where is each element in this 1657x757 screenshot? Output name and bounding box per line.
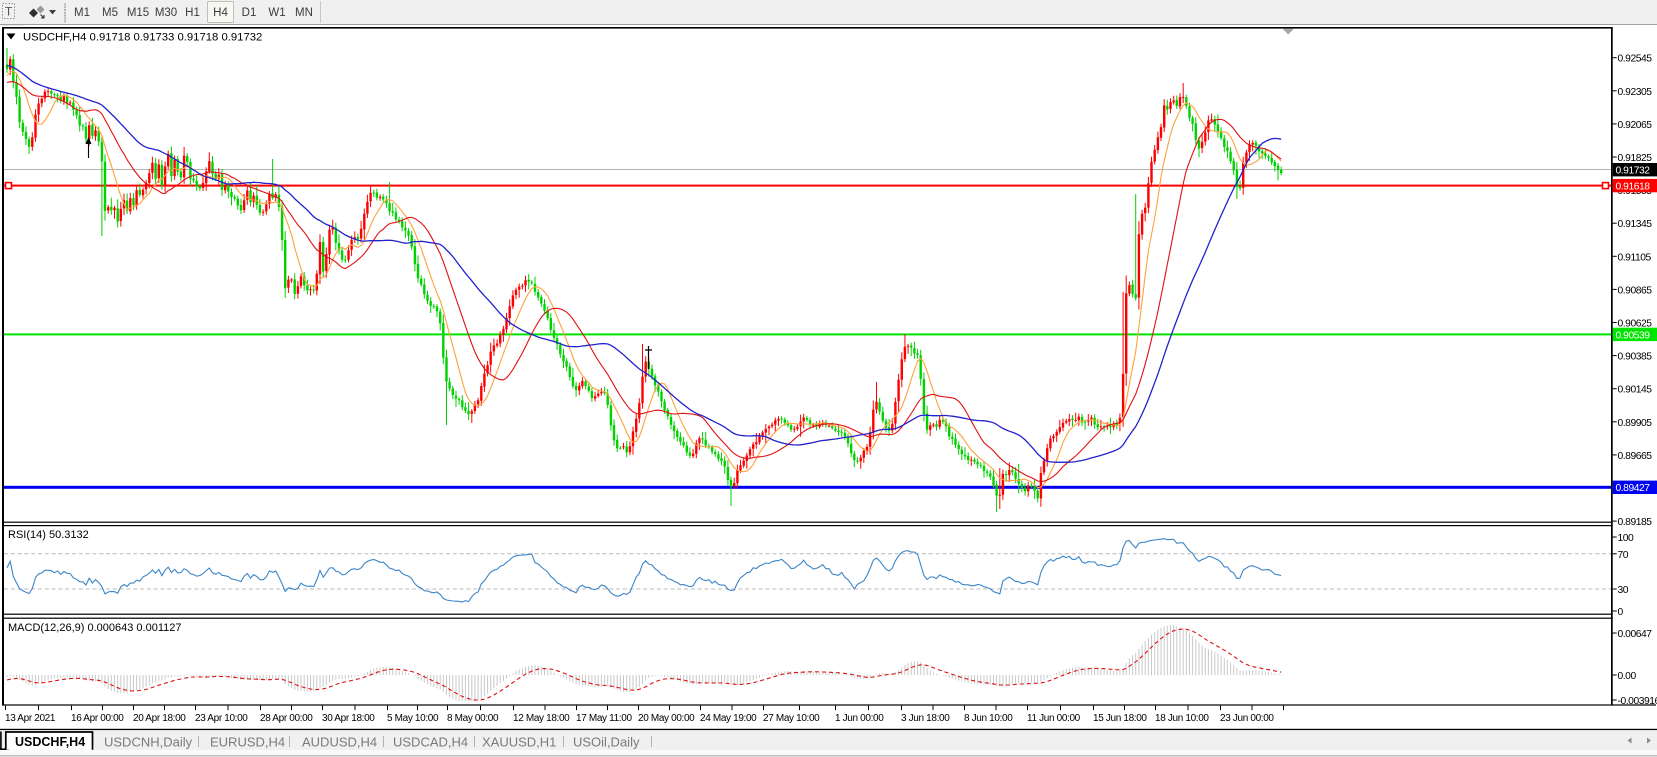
- svg-text:1 Jun 00:00: 1 Jun 00:00: [835, 713, 884, 724]
- svg-text:USOil,Daily: USOil,Daily: [573, 735, 640, 750]
- svg-text:30: 30: [1618, 585, 1629, 596]
- svg-text:0.89905: 0.89905: [1618, 418, 1653, 429]
- svg-text:M15: M15: [127, 7, 149, 19]
- svg-text:0: 0: [1618, 607, 1624, 618]
- svg-text:13 Apr 2021: 13 Apr 2021: [5, 713, 56, 724]
- svg-text:H1: H1: [185, 7, 200, 19]
- svg-text:M5: M5: [102, 7, 118, 19]
- svg-text:XAUUSD,H1: XAUUSD,H1: [482, 735, 556, 750]
- svg-text:0.91618: 0.91618: [1616, 182, 1651, 193]
- svg-text:70: 70: [1618, 550, 1629, 561]
- svg-text:0.92305: 0.92305: [1618, 87, 1653, 98]
- svg-text:0.90865: 0.90865: [1618, 285, 1653, 296]
- svg-text:16 Apr 00:00: 16 Apr 00:00: [71, 713, 124, 724]
- svg-text:0.92065: 0.92065: [1618, 120, 1653, 131]
- svg-text:11 Jun 00:00: 11 Jun 00:00: [1027, 713, 1081, 724]
- svg-text:0.92545: 0.92545: [1618, 54, 1653, 65]
- svg-text:0.89427: 0.89427: [1616, 483, 1651, 494]
- svg-text:USDCAD,H4: USDCAD,H4: [393, 735, 468, 750]
- svg-text:0.00: 0.00: [1618, 671, 1637, 682]
- svg-text:27 May 10:00: 27 May 10:00: [763, 713, 820, 724]
- svg-text:AUDUSD,H4: AUDUSD,H4: [302, 735, 377, 750]
- svg-text:H4: H4: [213, 7, 228, 19]
- svg-text:MN: MN: [295, 7, 313, 19]
- svg-text:0.90539: 0.90539: [1616, 330, 1651, 341]
- svg-text:USDCHF,H4 0.91718 0.91733 0.9: USDCHF,H4 0.91718 0.91733 0.91718 0.9173…: [23, 32, 262, 44]
- svg-text:0.91825: 0.91825: [1618, 153, 1653, 164]
- svg-text:M30: M30: [155, 7, 177, 19]
- svg-text:17 May 11:00: 17 May 11:00: [576, 713, 632, 724]
- svg-text:15 Jun 18:00: 15 Jun 18:00: [1093, 713, 1147, 724]
- svg-text:8 May 00:00: 8 May 00:00: [447, 713, 499, 724]
- svg-text:24 May 19:00: 24 May 19:00: [700, 713, 757, 724]
- svg-text:100: 100: [1618, 533, 1635, 544]
- svg-text:-0.003916: -0.003916: [1618, 696, 1657, 707]
- svg-text:W1: W1: [268, 7, 285, 19]
- svg-text:8 Jun 10:00: 8 Jun 10:00: [964, 713, 1013, 724]
- svg-text:3 Jun 18:00: 3 Jun 18:00: [901, 713, 950, 724]
- svg-text:0.90625: 0.90625: [1618, 319, 1653, 330]
- svg-text:20 May 00:00: 20 May 00:00: [638, 713, 695, 724]
- svg-text:23 Apr 10:00: 23 Apr 10:00: [195, 713, 248, 724]
- svg-text:18 Jun 10:00: 18 Jun 10:00: [1155, 713, 1209, 724]
- svg-text:MACD(12,26,9) 0.000643 0.00112: MACD(12,26,9) 0.000643 0.001127: [8, 622, 181, 634]
- svg-text:0.90385: 0.90385: [1618, 352, 1653, 363]
- svg-text:0.91732: 0.91732: [1616, 166, 1651, 177]
- svg-text:0.89185: 0.89185: [1618, 517, 1653, 528]
- svg-text:0.00647: 0.00647: [1618, 629, 1653, 640]
- svg-text:0.90145: 0.90145: [1618, 385, 1653, 396]
- svg-text:EURUSD,H4: EURUSD,H4: [210, 735, 285, 750]
- svg-text:T: T: [5, 5, 13, 19]
- svg-text:0.91345: 0.91345: [1618, 219, 1653, 230]
- svg-text:23 Jun 00:00: 23 Jun 00:00: [1220, 713, 1274, 724]
- svg-text:D1: D1: [242, 7, 257, 19]
- svg-text:5 May 10:00: 5 May 10:00: [387, 713, 439, 724]
- svg-text:30 Apr 18:00: 30 Apr 18:00: [322, 713, 375, 724]
- svg-text:0.91105: 0.91105: [1618, 252, 1652, 263]
- svg-text:USDCHF,H4: USDCHF,H4: [15, 735, 85, 749]
- svg-text:12 May 18:00: 12 May 18:00: [513, 713, 570, 724]
- svg-text:USDCNH,Daily: USDCNH,Daily: [104, 735, 193, 750]
- svg-text:RSI(14) 50.3132: RSI(14) 50.3132: [8, 529, 89, 541]
- svg-text:M1: M1: [74, 7, 90, 19]
- svg-text:20 Apr 18:00: 20 Apr 18:00: [133, 713, 186, 724]
- svg-text:0.89665: 0.89665: [1618, 451, 1653, 462]
- svg-text:28 Apr 00:00: 28 Apr 00:00: [260, 713, 313, 724]
